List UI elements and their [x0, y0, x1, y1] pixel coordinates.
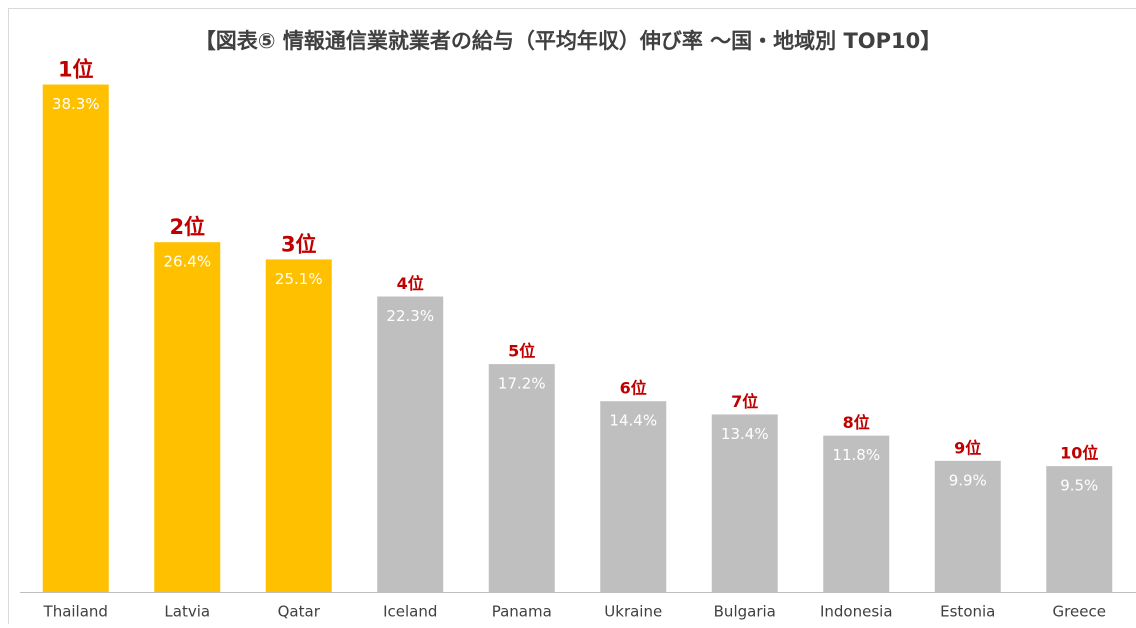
value-label: 22.3%: [386, 307, 434, 325]
value-label: 17.2%: [498, 375, 546, 393]
x-tick-label: Latvia: [164, 603, 210, 621]
bar: [43, 85, 109, 592]
rank-label: 5位: [508, 342, 535, 361]
x-tick-label: Iceland: [383, 603, 437, 621]
value-label: 11.8%: [832, 446, 880, 464]
rank-label: 3位: [281, 232, 317, 256]
value-label: 14.4%: [609, 412, 657, 430]
chart-title: 【図表⑤ 情報通信業就業者の給与（平均年収）伸び率 ～国・地域別 TOP10】: [195, 29, 942, 53]
rank-label: 1位: [58, 58, 94, 82]
bar: [266, 259, 332, 592]
value-label: 25.1%: [275, 270, 323, 288]
value-label: 13.4%: [721, 425, 769, 443]
rank-label: 4位: [397, 274, 424, 293]
rank-label: 10位: [1060, 444, 1098, 463]
x-tick-label: Greece: [1053, 603, 1106, 621]
x-tick-label: Indonesia: [820, 603, 893, 621]
x-tick-label: Qatar: [278, 603, 321, 621]
x-tick-label: Panama: [492, 603, 552, 621]
rank-label: 7位: [731, 392, 758, 411]
value-label: 9.5%: [1060, 477, 1098, 495]
x-tick-label: Ukraine: [604, 603, 662, 621]
rank-label: 6位: [620, 379, 647, 398]
value-label: 9.9%: [949, 471, 987, 489]
bar: [377, 297, 443, 592]
rank-label: 8位: [843, 413, 870, 432]
rank-label: 9位: [954, 438, 981, 457]
x-tick-label: Estonia: [940, 603, 995, 621]
rank-label: 2位: [169, 215, 205, 239]
bar: [489, 364, 555, 592]
value-label: 26.4%: [163, 253, 211, 271]
x-tick-label: Thailand: [43, 603, 108, 621]
bar: [154, 242, 220, 592]
value-label: 38.3%: [52, 95, 100, 113]
x-tick-label: Bulgaria: [714, 603, 776, 621]
bar: [600, 401, 666, 592]
